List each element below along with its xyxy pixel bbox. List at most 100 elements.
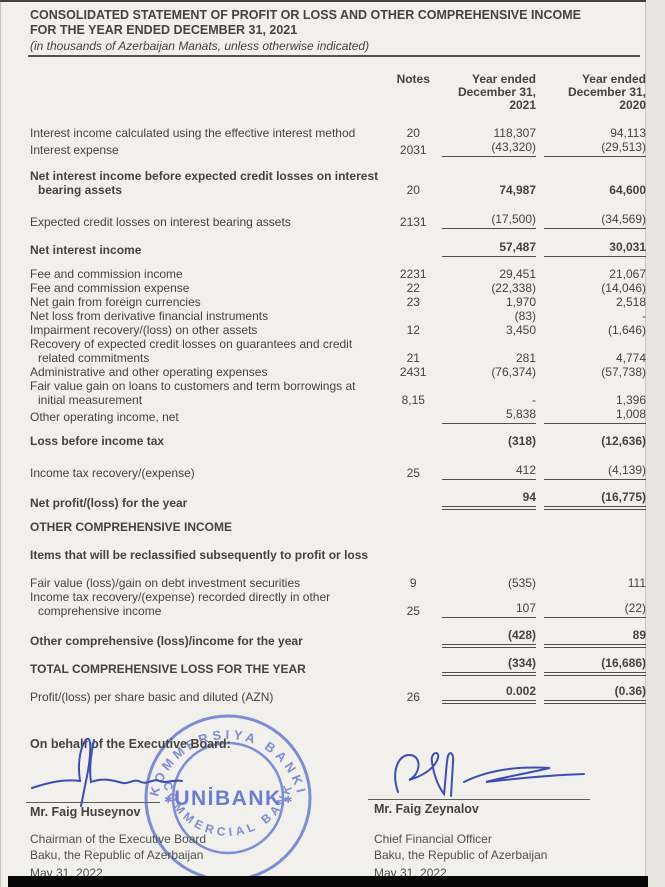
right-signer-role-block: Chief Financial Officer Baku, the Republ… xyxy=(374,831,547,863)
cell-notes: 20 xyxy=(406,126,420,140)
row-fee-commission-expense: Fee and commission expense 22 (22,338) (… xyxy=(0,281,646,295)
cell-2020: (22) xyxy=(544,601,646,618)
cell-label: Other operating income, net xyxy=(30,410,179,424)
cell-label: Fair value (loss)/gain on debt investmen… xyxy=(30,576,301,590)
cell-2020: 89 xyxy=(544,628,646,648)
row-fee-commission-income: Fee and commission income 2231 29,451 21… xyxy=(0,267,646,281)
row-fair-value-gain-loans: Fair value gain on loans to customers an… xyxy=(0,379,646,407)
cell-2021: 118,307 xyxy=(493,126,537,140)
row-net-loss-derivatives: Net loss from derivative financial instr… xyxy=(0,309,646,323)
signoff-heading: On behalf of the Executive Board: xyxy=(30,737,231,751)
cell-2020: - xyxy=(642,309,646,323)
row-interest-income: Interest income calculated using the eff… xyxy=(0,126,646,140)
cell-2021: 0.002 xyxy=(441,684,537,704)
bank-stamp: KOMMERSIYA BANKI COMMERCIAL BANK UNİBANK… xyxy=(144,714,312,882)
cell-2020: (16,775) xyxy=(544,490,646,510)
row-income-tax-oci: Income tax recovery/(expense) recorded d… xyxy=(0,590,646,618)
cell-label: Interest expense xyxy=(30,143,119,157)
cell-notes: 25 xyxy=(406,604,420,618)
header-2021-line3: 2021 xyxy=(509,98,537,112)
cell-notes: 26 xyxy=(406,690,420,704)
stamp-left-star: ✱ xyxy=(164,795,172,806)
cell-notes: 9 xyxy=(409,576,417,590)
right-signer-role: Chief Financial Officer xyxy=(374,832,492,846)
header-2020-line2: December 31, xyxy=(567,85,646,99)
scan-top-edge xyxy=(0,0,646,2)
row-net-interest-income-before-ecl: Net interest income before expected cred… xyxy=(0,169,646,197)
cell-notes: 22 xyxy=(406,281,420,295)
cell-2020: (34,569) xyxy=(544,212,646,229)
row-net-interest-income: Net interest income 57,487 30,031 xyxy=(0,240,646,257)
cell-notes: 2131 xyxy=(399,215,427,229)
cell-label: Recovery of expected credit losses on gu… xyxy=(30,337,353,365)
row-expected-credit-losses: Expected credit losses on interest beari… xyxy=(0,212,646,229)
cell-notes: 8,15 xyxy=(401,393,425,407)
cell-notes: 25 xyxy=(406,466,420,480)
row-net-profit-loss: Net profit/(loss) for the year 94 (16,77… xyxy=(0,490,646,510)
cell-label: Net interest income xyxy=(30,243,142,257)
cell-2021: 281 xyxy=(515,351,537,365)
cell-notes: 23 xyxy=(406,295,420,309)
left-signer-role-block: Chairman of the Executive Board Baku, th… xyxy=(30,831,206,863)
statement-title: CONSOLIDATED STATEMENT OF PROFIT OR LOSS… xyxy=(30,8,636,38)
left-signer-location: Baku, the Republic of Azerbaijan xyxy=(30,848,204,862)
cell-label: Net profit/(loss) for the year xyxy=(30,496,188,510)
cell-2020: (14,046) xyxy=(601,281,646,295)
cell-2020: 111 xyxy=(627,576,646,590)
cell-2020: 94,113 xyxy=(610,126,646,140)
left-signature-line xyxy=(26,802,160,803)
scan-right-margin xyxy=(645,0,665,887)
cell-label: Income tax recovery/(expense) xyxy=(30,466,195,480)
cell-label: Net gain from foreign currencies xyxy=(30,295,201,309)
cell-2021: (334) xyxy=(441,656,537,676)
cell-2021: 1,970 xyxy=(505,295,537,309)
cell-label: Net loss from derivative financial instr… xyxy=(30,309,269,323)
cell-2021: (318) xyxy=(508,434,537,448)
scan-bottom-bar xyxy=(8,876,648,887)
cell-label: TOTAL COMPREHENSIVE LOSS FOR THE YEAR xyxy=(30,662,306,676)
cell-2020: 1,008 xyxy=(544,407,646,424)
cell-2021: (535) xyxy=(508,576,537,590)
row-loss-before-income-tax: Loss before income tax (318) (12,636) xyxy=(0,434,646,448)
table-header-row: Notes Year ended December 31, 2021 Year … xyxy=(0,73,646,112)
cell-2021: (43,320) xyxy=(441,140,537,157)
row-recovery-ecl-guarantees: Recovery of expected credit losses on gu… xyxy=(0,337,646,365)
row-net-gain-foreign-currencies: Net gain from foreign currencies 23 1,97… xyxy=(0,295,646,309)
cell-2020: 30,031 xyxy=(544,240,646,257)
cell-2021: 3,450 xyxy=(505,323,537,337)
cell-label: Fair value gain on loans to customers an… xyxy=(30,379,356,407)
cell-2020: 64,600 xyxy=(609,183,646,197)
statement-subtitle: (in thousands of Azerbaijan Manats, unle… xyxy=(30,39,370,53)
left-signer-role: Chairman of the Executive Board xyxy=(30,832,207,846)
cell-notes: 12 xyxy=(406,323,420,337)
right-signature xyxy=(394,752,585,797)
right-signer-location: Baku, the Republic of Azerbaijan xyxy=(374,848,548,862)
cell-2020: (0.36) xyxy=(544,684,646,704)
cell-2021: 29,451 xyxy=(499,267,537,281)
cell-label: Loss before income tax xyxy=(30,434,165,448)
cell-notes: 21 xyxy=(406,351,420,365)
row-total-comprehensive-loss: TOTAL COMPREHENSIVE LOSS FOR THE YEAR (3… xyxy=(0,656,646,676)
cell-2021: 107 xyxy=(441,601,537,618)
cell-label: Income tax recovery/(expense) recorded d… xyxy=(30,590,331,618)
cell-label: Administrative and other operating expen… xyxy=(30,365,268,379)
row-fair-value-debt-securities: Fair value (loss)/gain on debt investmen… xyxy=(0,576,646,590)
cell-notes: 2231 xyxy=(399,267,427,281)
title-line-1: CONSOLIDATED STATEMENT OF PROFIT OR LOSS… xyxy=(30,8,581,22)
cell-2020: (29,513) xyxy=(544,140,646,157)
cell-2020: 4,774 xyxy=(615,351,646,365)
cell-label: Other comprehensive (loss)/income for th… xyxy=(30,634,303,648)
cell-label: Fee and commission income xyxy=(30,267,183,281)
cell-label: Interest income calculated using the eff… xyxy=(30,126,356,140)
row-profit-loss-per-share: Profit/(loss) per share basic and dilute… xyxy=(0,684,646,704)
cell-2020: (16,686) xyxy=(544,656,646,676)
header-2020-line3: 2020 xyxy=(619,98,646,112)
stamp-right-star: ✱ xyxy=(284,795,292,806)
cell-2021: 94 xyxy=(441,490,537,510)
cell-2020: 2,518 xyxy=(615,295,646,309)
cell-2021: (22,338) xyxy=(491,281,537,295)
section-heading-oci: OTHER COMPREHENSIVE INCOME xyxy=(30,520,233,534)
cell-label: Net interest income before expected cred… xyxy=(30,169,379,197)
cell-label: Expected credit losses on interest beari… xyxy=(30,215,291,229)
